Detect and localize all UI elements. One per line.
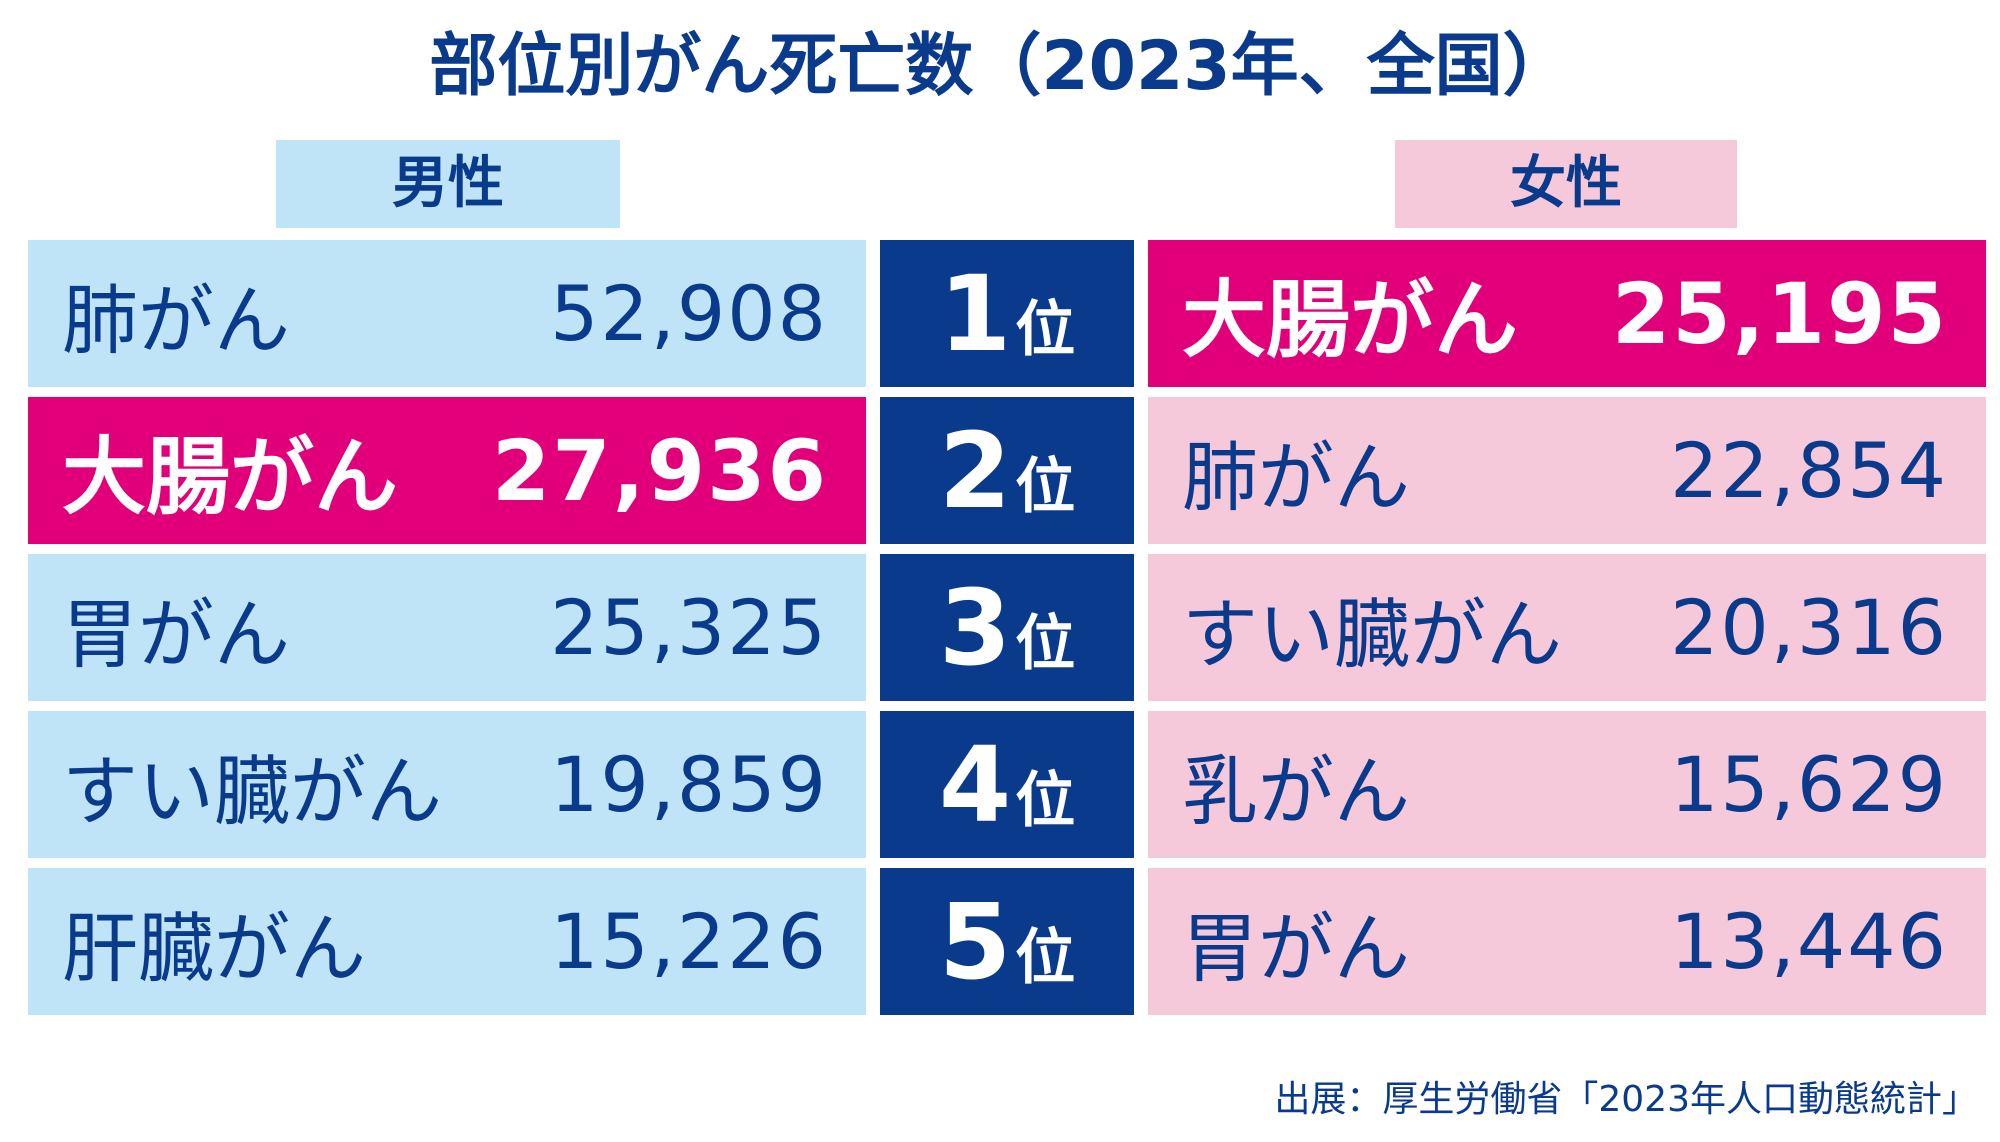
male-cancer-label: 肺がん bbox=[62, 275, 290, 365]
male-death-count: 19,859 bbox=[550, 740, 828, 829]
female-death-count: 13,446 bbox=[1670, 897, 1948, 986]
male-cancer-label: 大腸がん bbox=[62, 428, 399, 526]
female-cancer-label: 大腸がん bbox=[1182, 271, 1519, 369]
rank-4-badge: 4 位 bbox=[880, 711, 1134, 858]
male-death-count: 52,908 bbox=[550, 269, 828, 358]
rank-3-badge: 3 位 bbox=[880, 554, 1134, 701]
rank-number: 5 bbox=[938, 881, 1012, 1003]
rank-number: 1 bbox=[938, 253, 1012, 375]
male-death-count: 15,226 bbox=[550, 897, 828, 986]
male-death-count: 25,325 bbox=[550, 583, 828, 672]
chart-title: 部位別がん死亡数（2023年、全国） bbox=[429, 27, 1571, 106]
male-rank-5-cell: 肝臓がん 15,226 bbox=[28, 868, 866, 1015]
rank-2-badge: 2 位 bbox=[880, 397, 1134, 544]
male-cancer-label: 肝臓がん bbox=[62, 903, 366, 993]
male-rank-2-cell: 大腸がん 27,936 bbox=[28, 397, 866, 544]
male-cancer-label: すい臓がん bbox=[62, 746, 442, 836]
rank-5-badge: 5 位 bbox=[880, 868, 1134, 1015]
female-cancer-label: 肺がん bbox=[1182, 432, 1410, 522]
female-rank-5-cell: 胃がん 13,446 bbox=[1148, 868, 1986, 1015]
rank-suffix: 位 bbox=[1015, 923, 1076, 993]
rank-suffix: 位 bbox=[1015, 609, 1076, 679]
female-death-count: 20,316 bbox=[1670, 583, 1948, 672]
male-cancer-label: 胃がん bbox=[62, 589, 290, 679]
rank-number: 2 bbox=[938, 410, 1012, 532]
female-cancer-label: 胃がん bbox=[1182, 903, 1410, 993]
rank-suffix: 位 bbox=[1015, 766, 1076, 836]
female-death-count: 25,195 bbox=[1611, 264, 1948, 363]
source-note: 出展：厚生労働省「2023年人口動態統計」 bbox=[1274, 1079, 1978, 1120]
female-rank-2-cell: 肺がん 22,854 bbox=[1148, 397, 1986, 544]
male-rank-4-cell: すい臓がん 19,859 bbox=[28, 711, 866, 858]
male-rank-3-cell: 胃がん 25,325 bbox=[28, 554, 866, 701]
rank-number: 3 bbox=[938, 567, 1012, 689]
female-rank-1-cell: 大腸がん 25,195 bbox=[1148, 240, 1986, 387]
male-rank-1-cell: 肺がん 52,908 bbox=[28, 240, 866, 387]
female-death-count: 15,629 bbox=[1670, 740, 1948, 829]
rank-suffix: 位 bbox=[1015, 295, 1076, 365]
female-header: 女性 bbox=[1395, 140, 1737, 228]
male-header: 男性 bbox=[276, 140, 620, 228]
rank-suffix: 位 bbox=[1015, 452, 1076, 522]
rank-number: 4 bbox=[938, 724, 1012, 846]
female-death-count: 22,854 bbox=[1670, 426, 1948, 515]
rank-1-badge: 1 位 bbox=[880, 240, 1134, 387]
female-rank-3-cell: すい臓がん 20,316 bbox=[1148, 554, 1986, 701]
female-rank-4-cell: 乳がん 15,629 bbox=[1148, 711, 1986, 858]
female-cancer-label: 乳がん bbox=[1182, 746, 1410, 836]
male-death-count: 27,936 bbox=[491, 421, 828, 520]
female-cancer-label: すい臓がん bbox=[1182, 589, 1562, 679]
